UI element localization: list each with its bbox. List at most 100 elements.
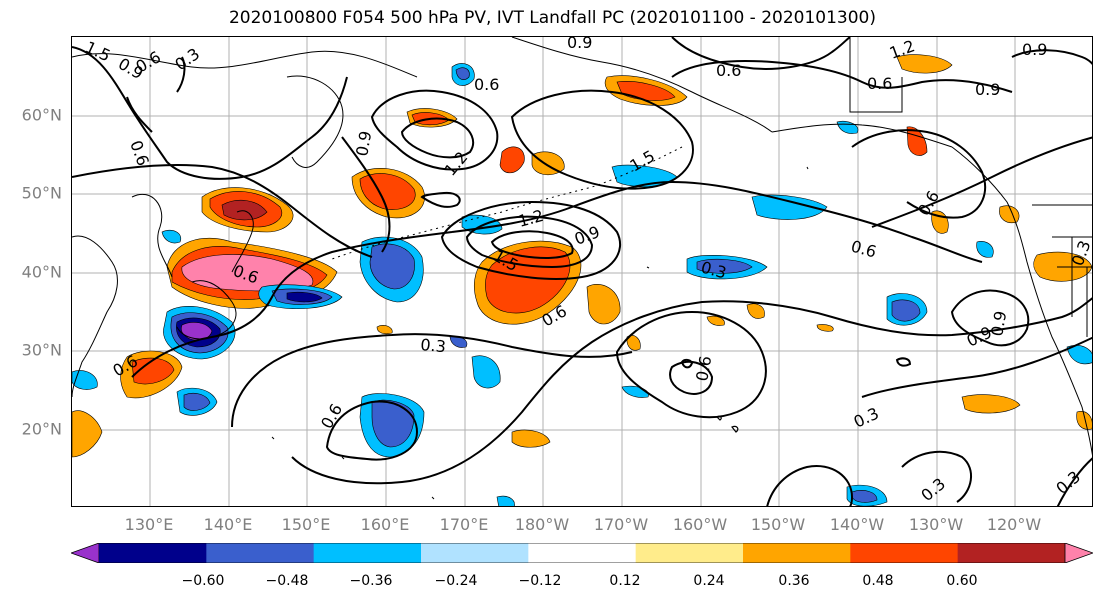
pv-positive-region	[706, 315, 725, 326]
contour-label: 0.9	[352, 129, 375, 157]
contour-line	[126, 96, 153, 133]
pv-positive-region	[626, 335, 641, 351]
colorbar-extend-max	[1064, 543, 1093, 563]
lat-label-20n: 20°N	[21, 419, 62, 439]
contour-line	[420, 191, 461, 208]
colorbar-tick-label: 0.60	[946, 573, 978, 589]
contour-line	[400, 117, 475, 159]
alaska-coastline	[511, 37, 773, 133]
colorbar-tick-label: −0.48	[265, 573, 309, 589]
pv-positive-region	[816, 324, 834, 332]
contour-line	[851, 129, 987, 219]
colorbar-segment	[528, 543, 637, 563]
colorbar-segment	[99, 543, 207, 563]
pv-positive-region	[181, 254, 314, 292]
map-panel: 1.5 0.9 0.6 0.3 0.6 0.9 0.6 0.6 0.9 1.2 …	[71, 36, 1093, 507]
contour-line	[131, 231, 453, 378]
north-america-coastline	[951, 146, 1092, 456]
pv-positive-region	[746, 303, 765, 319]
canada-alaska-border	[849, 37, 903, 113]
pv-negative-region	[371, 399, 415, 448]
colorbar-segments	[71, 543, 1093, 563]
contour-label: 0.6	[692, 354, 715, 382]
asia-coastline	[131, 193, 173, 278]
colorbar-tick-label: 0.36	[778, 573, 810, 589]
contour-label: 0.6	[849, 237, 879, 262]
contour-line	[671, 59, 1013, 93]
contour-label: 0.6	[126, 138, 153, 168]
pv-negative-region	[183, 392, 211, 411]
pv-negative-region	[455, 67, 470, 80]
lat-label-40n: 40°N	[21, 262, 62, 282]
colorbar-tick-label: −0.24	[434, 573, 478, 589]
contour-line	[325, 400, 419, 461]
contour-line	[510, 89, 694, 190]
lon-label-170e: 170°E	[439, 515, 489, 534]
contour-label: 0.6	[474, 75, 499, 94]
pv-negative-region	[851, 490, 878, 503]
lon-label-130e: 130°E	[124, 515, 174, 534]
contour-line	[72, 46, 348, 180]
map-title: 2020100800 F054 500 hPa PV, IVT Landfall…	[228, 8, 876, 28]
japan-coastline	[231, 210, 254, 273]
colorbar-segment	[957, 543, 1066, 563]
colorbar-tick-label: 0.12	[609, 573, 641, 589]
contour-line	[1056, 457, 1092, 506]
pv-positive-region	[499, 146, 525, 174]
contour-label: 0.9	[1022, 40, 1047, 59]
pv-positive-region	[1076, 411, 1092, 430]
contour-label: 0.6	[317, 400, 346, 432]
contour-line	[615, 310, 767, 419]
pv-negative-region	[1066, 345, 1092, 365]
pv-negative-region	[286, 291, 323, 303]
pv-positive-region	[131, 357, 175, 385]
pv-positive-region	[896, 54, 953, 74]
lon-label-180w: 180°W	[514, 515, 570, 534]
pv-positive-region	[221, 199, 268, 221]
contour-line	[291, 297, 1092, 485]
contour-label: 0.6	[867, 74, 892, 93]
contour-line	[231, 333, 633, 428]
contour-line	[950, 289, 1030, 347]
pv-positive-region	[511, 429, 551, 448]
contour-line	[176, 56, 186, 93]
contour-line	[680, 358, 694, 369]
contour-labels: 1.5 0.9 0.6 0.3 0.6 0.9 0.6 0.6 0.9 1.2 …	[82, 37, 1092, 505]
pv-anomaly-fills	[72, 54, 1092, 506]
contour-line	[72, 164, 373, 258]
pv-negative-region	[696, 258, 753, 274]
lon-label-160w: 160°W	[672, 515, 728, 534]
contour-label: 1.5	[82, 37, 113, 65]
lat-label-30n: 30°N	[21, 340, 62, 360]
colorbar	[71, 543, 1093, 563]
colorbar-segment	[206, 543, 315, 563]
contour-label: 0.3	[420, 335, 447, 356]
pv-positive-region	[999, 205, 1020, 224]
lon-label-150w: 150°W	[750, 515, 806, 534]
pv-negative-region	[976, 241, 994, 258]
contour-label: 0.9	[567, 37, 592, 52]
pv-positive-region	[376, 325, 393, 335]
colorbar-segment	[635, 543, 744, 563]
pv-negative-region	[161, 229, 182, 244]
colorbar-tick-label: 0.48	[862, 573, 894, 589]
asia-coastline	[72, 235, 118, 398]
colorbar-tick-label: 0.24	[693, 573, 725, 589]
contour-line	[440, 200, 622, 280]
map-canvas: 1.5 0.9 0.6 0.3 0.6 0.9 0.6 0.6 0.9 1.2 …	[72, 37, 1092, 506]
pv-positive-region	[72, 410, 103, 458]
pv-positive-region	[586, 283, 621, 325]
contour-line	[901, 450, 972, 503]
colorbar-segment	[743, 543, 851, 563]
contour-label: 1.2	[516, 206, 546, 231]
lon-label-140w: 140°W	[829, 515, 885, 534]
contour-line	[861, 336, 1092, 398]
ivt-contours	[72, 37, 1092, 506]
lon-label-130w: 130°W	[908, 515, 964, 534]
siberia-coastline	[72, 50, 418, 78]
contour-line	[671, 37, 851, 70]
alaska-coastline	[771, 123, 953, 148]
kamchatka-coastline	[286, 75, 344, 168]
contour-line	[766, 465, 854, 506]
contour-label: 0.6	[716, 61, 741, 80]
